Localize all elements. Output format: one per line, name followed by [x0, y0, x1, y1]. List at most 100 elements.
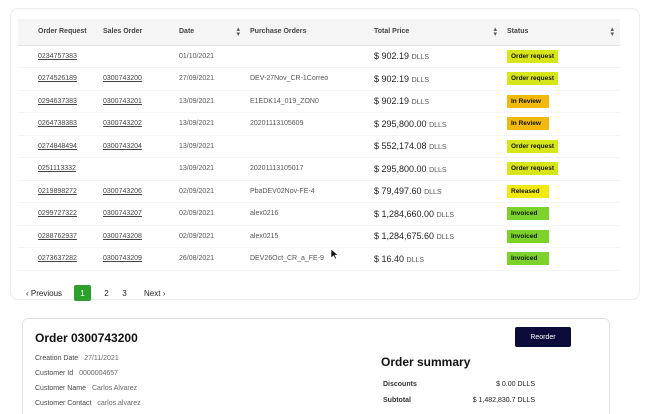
order-date: 13/09/2021	[175, 90, 246, 113]
total-price: $ 1,284,675.60 DLLS	[370, 225, 503, 248]
status-badge: Released	[507, 184, 549, 198]
table-row[interactable]: 0264738383 0300743202 13/09/2021 2020111310…	[18, 112, 620, 136]
sales-order-link[interactable]: 0300743201	[99, 90, 175, 113]
status-cell: Invoiced	[503, 202, 620, 226]
price-amount: $ 1,284,660.00	[374, 208, 435, 219]
page-button-1[interactable]: 1	[74, 285, 92, 301]
price-amount: $ 902.19	[374, 51, 410, 62]
price-amount: $ 295,800.00	[374, 118, 427, 129]
order-request-link[interactable]: 0294637383	[18, 90, 99, 113]
order-date: 27/09/2021	[175, 67, 246, 91]
purchase-order: alex0215	[246, 225, 370, 248]
chevron-right-icon: ›	[162, 288, 166, 298]
page-button-3[interactable]: 3	[122, 288, 127, 298]
purchase-order: 20201113105609	[246, 112, 370, 136]
price-currency: DLLS	[429, 144, 447, 152]
header-order-request[interactable]: Order Request	[18, 19, 99, 46]
table-row[interactable]: 0294637383 0300743201 13/09/2021 E1EDK14_01…	[18, 90, 620, 113]
status-badge: Invoiced	[507, 229, 549, 243]
order-request-link[interactable]: 0274848494	[18, 135, 99, 158]
status-cell: Invoiced	[503, 225, 620, 248]
total-price: $ 1,284,660.00 DLLS	[370, 202, 503, 226]
table-row[interactable]: 0274526189 0300743200 27/09/2021 DEV-27Nov_…	[18, 67, 620, 91]
reorder-button[interactable]: Reorder	[515, 327, 571, 347]
price-currency: DLLS	[406, 256, 425, 264]
table-row[interactable]: 0288762937 0300743208 02/09/2021 alex0215 $ …	[18, 225, 620, 248]
price-amount: $ 902.19	[374, 73, 410, 84]
price-amount: $ 552,174.08	[374, 141, 427, 152]
sales-order-link[interactable]: 0300743206	[99, 180, 175, 203]
order-summary-title: Order summary	[381, 355, 471, 369]
mouse-pointer-icon	[330, 248, 339, 260]
page-button-2[interactable]: 2	[104, 288, 109, 298]
creation-date-row: Creation Date 27/11/2021	[35, 355, 119, 362]
next-page-button[interactable]: Next ›	[144, 288, 166, 298]
table-body: 0234757383 01/10/2021 $ 902.19 DLLS Order r…	[18, 45, 620, 271]
sales-order-link[interactable]	[99, 45, 175, 68]
customer-name-row: Customer Name Carlos Alvarez	[35, 385, 138, 392]
price-currency: DLLS	[424, 189, 442, 197]
order-request-link[interactable]: 0273637282	[18, 247, 99, 271]
status-badge: Order request	[507, 139, 558, 153]
order-date: 13/09/2021	[175, 135, 246, 158]
order-date: 02/09/2021	[175, 202, 246, 226]
status-cell: Released	[503, 180, 620, 203]
header-sales-order[interactable]: Sales Order	[99, 19, 175, 46]
status-cell: Order request	[503, 135, 620, 158]
status-badge: Order request	[507, 72, 558, 86]
sales-order-link[interactable]	[99, 157, 175, 181]
sales-order-link[interactable]: 0300743209	[99, 247, 175, 271]
status-cell: Order request	[503, 67, 620, 91]
order-request-link[interactable]: 0274526189	[18, 67, 99, 91]
table-row[interactable]: 0299727322 0300743207 02/09/2021 alex0216 $ …	[18, 202, 620, 226]
order-request-link[interactable]: 0234757383	[18, 45, 99, 68]
status-badge: In Review	[507, 117, 549, 131]
sort-arrows-icon[interactable]: ▴ ▾	[493, 26, 497, 38]
pagination: ‹ Previous 1 2 3 Next ›	[26, 285, 177, 301]
order-request-link[interactable]: 0299727322	[18, 202, 99, 226]
chevron-left-icon: ‹	[26, 288, 29, 298]
price-currency: DLLS	[429, 121, 447, 129]
order-request-link[interactable]: 0219898272	[18, 180, 99, 203]
order-request-link[interactable]: 0264738383	[18, 112, 99, 136]
price-currency: DLLS	[436, 211, 455, 219]
total-price: $ 16.40 DLLS	[370, 247, 503, 271]
price-amount: $ 79,497.60	[374, 186, 422, 197]
table-header-row: Order Request Sales Order Date ▴ ▾ Purchas…	[18, 19, 620, 46]
table-row[interactable]: 0251113332 13/09/2021 20201113105017 $ 295,…	[18, 157, 620, 181]
order-date: 26/08/2021	[175, 247, 246, 271]
sort-arrows-icon[interactable]: ▴ ▾	[236, 26, 240, 38]
table-row[interactable]: 0219898272 0300743206 02/09/2021 PbaDEV02No…	[18, 180, 620, 203]
status-cell: Order request	[503, 157, 620, 181]
sales-order-link[interactable]: 0300743202	[99, 112, 175, 136]
status-cell: Order request	[503, 45, 620, 68]
purchase-order: E1EDK14_019_ZON0	[246, 90, 370, 113]
previous-page-button[interactable]: ‹ Previous	[26, 288, 63, 298]
sort-arrows-icon[interactable]: ▴ ▾	[610, 26, 614, 38]
purchase-order: 20201113105017	[246, 157, 370, 181]
price-currency: DLLS	[411, 99, 430, 107]
total-price: $ 902.19 DLLS	[370, 90, 503, 113]
price-currency: DLLS	[411, 76, 430, 84]
order-request-link[interactable]: 0288762937	[18, 225, 99, 248]
status-badge: Invoiced	[507, 252, 549, 266]
sales-order-link[interactable]: 0300743208	[99, 225, 175, 248]
purchase-order: DEV-27Nov_CR-1Correo	[246, 67, 370, 91]
customer-contact-row: Customer Contact carlos.alvarez	[35, 400, 141, 407]
header-status[interactable]: Status ▴ ▾	[503, 19, 620, 46]
order-request-link[interactable]: 0251113332	[18, 157, 99, 181]
header-date[interactable]: Date ▴ ▾	[175, 19, 246, 46]
status-badge: Invoiced	[507, 207, 549, 221]
order-date: 01/10/2021	[175, 45, 246, 68]
sales-order-link[interactable]: 0300743200	[99, 67, 175, 91]
order-detail-title: Order 0300743200	[35, 331, 138, 345]
header-purchase-orders[interactable]: Purchase Orders	[246, 19, 370, 46]
sales-order-link[interactable]: 0300743204	[99, 135, 175, 158]
table-row[interactable]: 0274848494 0300743204 13/09/2021 $ 552,174.…	[18, 135, 620, 158]
table-row[interactable]: 0234757383 01/10/2021 $ 902.19 DLLS Order r…	[18, 45, 620, 68]
sales-order-link[interactable]: 0300743207	[99, 202, 175, 226]
status-badge: Order request	[507, 162, 558, 176]
header-total-price[interactable]: Total Price ▴ ▾	[370, 19, 503, 46]
order-date: 13/09/2021	[175, 157, 246, 181]
table-row[interactable]: 0273637282 0300743209 26/08/2021 DEV26Oct_C…	[18, 247, 620, 271]
